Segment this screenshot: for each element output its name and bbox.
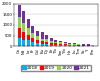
Bar [45,35,48,39]
Bar [73,44,76,45]
Bar [22,11,25,23]
Bar [27,28,30,35]
Bar [68,43,71,44]
Bar [82,45,85,46]
Bar [64,42,67,43]
Bar [54,45,57,46]
Bar [41,41,44,44]
Bar [86,44,90,45]
Bar [22,32,25,40]
Bar [54,43,57,45]
Bar [73,45,76,46]
Bar [22,40,25,46]
Bar [64,45,67,46]
Bar [18,17,21,28]
Bar [64,43,67,44]
Bar [68,45,71,46]
Bar [18,28,21,38]
Bar [45,39,48,42]
Bar [54,40,57,42]
Bar [59,45,62,46]
Bar [86,45,90,46]
Bar [32,38,34,42]
Bar [64,44,67,45]
Bar [41,44,44,46]
Legend: 2018, 2019, 2020, 2021: 2018, 2019, 2020, 2021 [21,65,91,71]
Bar [45,42,48,44]
Bar [50,43,53,45]
Bar [59,41,62,42]
Bar [18,5,21,17]
Bar [18,38,21,46]
Bar [68,44,71,45]
Bar [27,35,30,40]
Bar [77,45,80,46]
Bar [50,41,53,43]
Bar [50,38,53,41]
Bar [45,44,48,46]
Bar [59,44,62,45]
Bar [41,39,44,41]
Bar [54,42,57,43]
Bar [27,19,30,28]
Bar [77,44,80,45]
Bar [32,42,34,46]
Bar [36,31,39,36]
Bar [36,43,39,46]
Bar [73,43,76,44]
Bar [36,40,39,43]
Bar [36,36,39,40]
Bar [32,33,34,38]
Bar [91,45,94,46]
Bar [32,26,34,33]
Bar [27,40,30,46]
Bar [82,44,85,45]
Bar [41,32,44,39]
Bar [59,42,62,44]
Bar [50,45,53,46]
Bar [22,23,25,32]
